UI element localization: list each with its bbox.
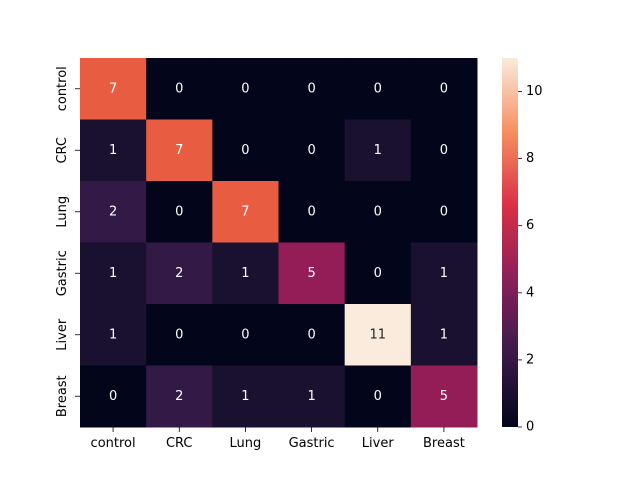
cell-value-label: 0 <box>374 81 382 96</box>
cell-annotations: 7 0 0 0 0 01 7 0 0 1 02 0 7 0 0 01 2 1 5 0 11 0 0 0 11 10 2 1 1 0 5 <box>109 81 448 404</box>
cell-value-label: 0 <box>307 81 315 96</box>
heatmap-cell <box>146 181 213 243</box>
cell-value-label: 5 <box>307 266 315 281</box>
x-tick-label: Lung <box>230 436 262 451</box>
colorbar: 0 2 4 6 8 10 <box>502 58 543 435</box>
cell-value-label: 0 <box>241 143 249 158</box>
heatmap-cell <box>344 242 412 305</box>
cell-value-label: 1 <box>109 327 117 342</box>
heatmap-cell <box>410 119 478 182</box>
heatmap-cell <box>410 181 478 243</box>
x-tick-label: control <box>91 436 136 451</box>
y-tick-label: control <box>55 66 70 111</box>
heatmap-cell <box>410 365 478 428</box>
cell-value-label: 1 <box>307 389 315 404</box>
cell-value-label: 0 <box>307 327 315 342</box>
cell-value-label: 0 <box>374 389 382 404</box>
colorbar-tick-label: 0 <box>526 420 534 435</box>
y-tick-label: Liver <box>55 318 70 351</box>
cell-value-label: 1 <box>109 266 117 281</box>
heatmap-cell <box>410 58 478 120</box>
cell-value-label: 7 <box>175 143 183 158</box>
heatmap-cell <box>344 365 412 428</box>
heatmap-cells <box>80 58 478 428</box>
cell-value-label: 0 <box>175 327 183 342</box>
y-tick-label: Gastric <box>55 250 70 296</box>
cell-value-label: 0 <box>440 204 448 219</box>
cell-value-label: 0 <box>241 327 249 342</box>
heatmap-cell <box>212 242 279 305</box>
heatmap-cell <box>278 242 346 305</box>
heatmap-cell <box>146 58 213 120</box>
cell-value-label: 1 <box>109 143 117 158</box>
cell-value-label: 0 <box>374 266 382 281</box>
cell-value-label: 0 <box>440 143 448 158</box>
x-tick-label: CRC <box>166 436 193 451</box>
heatmap-cell <box>278 119 346 182</box>
colorbar-tick-label: 4 <box>526 285 534 300</box>
heatmap-cell <box>278 58 346 120</box>
colorbar-tick-label: 2 <box>526 352 534 367</box>
y-axis: control CRC Lung Gastric Liver Breast <box>55 66 80 417</box>
cell-value-label: 11 <box>369 327 386 342</box>
heatmap-cell <box>146 119 213 182</box>
heatmap-cell <box>410 242 478 305</box>
x-tick-label: Gastric <box>289 436 335 451</box>
heatmap-cell <box>344 119 412 182</box>
y-tick-label: Lung <box>55 196 70 228</box>
cell-value-label: 1 <box>440 266 448 281</box>
heatmap-cell <box>278 365 346 428</box>
heatmap-cell <box>80 58 147 120</box>
heatmap-cell <box>278 304 346 366</box>
heatmap-cell <box>344 58 412 120</box>
colorbar-tick-label: 6 <box>526 218 534 233</box>
heatmap-cell <box>80 181 147 243</box>
cell-value-label: 1 <box>440 327 448 342</box>
cell-value-label: 2 <box>175 389 183 404</box>
x-tick-label: Liver <box>362 436 395 451</box>
x-axis: control CRC Lung Gastric Liver Breast <box>91 427 465 451</box>
cell-value-label: 0 <box>175 81 183 96</box>
cell-value-label: 2 <box>175 266 183 281</box>
cell-value-label: 1 <box>241 266 249 281</box>
cell-value-label: 0 <box>109 389 117 404</box>
heatmap-cell <box>212 119 279 182</box>
heatmap-cell <box>80 304 147 366</box>
x-tick-label: Breast <box>423 436 465 451</box>
heatmap-cell <box>212 365 279 428</box>
heatmap-cell <box>80 119 147 182</box>
cell-value-label: 7 <box>241 204 249 219</box>
heatmap-cell <box>344 181 412 243</box>
heatmap-cell <box>278 181 346 243</box>
heatmap-cell <box>80 365 147 428</box>
heatmap-cell <box>212 58 279 120</box>
cell-value-label: 0 <box>307 143 315 158</box>
cell-value-label: 1 <box>374 143 382 158</box>
heatmap-cell <box>146 242 213 305</box>
cell-value-label: 1 <box>241 389 249 404</box>
heatmap-cell <box>410 304 478 366</box>
heatmap-cell <box>344 304 412 366</box>
cell-value-label: 0 <box>241 81 249 96</box>
cell-value-label: 0 <box>440 81 448 96</box>
cell-value-label: 7 <box>109 81 117 96</box>
cell-value-label: 0 <box>175 204 183 219</box>
heatmap-cell <box>212 181 279 243</box>
colorbar-tick-label: 8 <box>526 151 534 166</box>
colorbar-tick-label: 10 <box>526 84 543 99</box>
y-tick-label: Breast <box>55 375 70 417</box>
cell-value-label: 2 <box>109 204 117 219</box>
cell-value-label: 5 <box>440 389 448 404</box>
heatmap-cell <box>80 242 147 305</box>
heatmap-cell <box>146 365 213 428</box>
cell-value-label: 0 <box>307 204 315 219</box>
colorbar-gradient <box>502 58 518 427</box>
heatmap-cell <box>212 304 279 366</box>
cell-value-label: 0 <box>374 204 382 219</box>
y-tick-label: CRC <box>55 137 70 164</box>
heatmap-cell <box>146 304 213 366</box>
